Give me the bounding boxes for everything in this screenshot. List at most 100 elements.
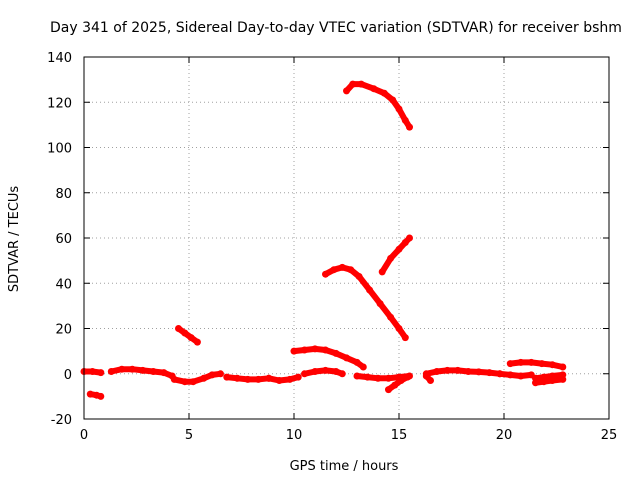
- data-point: [370, 85, 378, 93]
- data-point: [395, 245, 403, 253]
- data-point: [181, 378, 189, 386]
- data-point: [401, 334, 409, 342]
- data-point: [233, 374, 241, 382]
- data-point: [149, 368, 157, 375]
- data-point: [208, 371, 216, 379]
- y-tick-label: 60: [55, 232, 72, 247]
- data-point: [193, 338, 201, 346]
- series-arc-s: [532, 376, 566, 386]
- data-point: [265, 374, 273, 382]
- data-point: [559, 375, 567, 383]
- data-point: [387, 313, 395, 321]
- series-arc-r: [532, 371, 566, 382]
- data-point: [175, 325, 182, 332]
- x-tick-label: 25: [601, 428, 618, 443]
- data-point: [107, 368, 115, 375]
- data-point: [286, 375, 294, 383]
- data-point: [290, 347, 298, 355]
- chart-title: Day 341 of 2025, Sidereal Day-to-day VTE…: [50, 20, 622, 36]
- data-point: [378, 268, 386, 276]
- data-point: [401, 239, 409, 246]
- data-point: [517, 358, 525, 366]
- data-point: [387, 254, 395, 262]
- data-point: [332, 349, 340, 357]
- data-point: [397, 377, 405, 384]
- data-point: [343, 87, 350, 95]
- series-group: [80, 80, 567, 400]
- x-tick-label: 15: [391, 428, 408, 443]
- data-point: [349, 80, 357, 88]
- data-point: [332, 368, 340, 375]
- data-point: [338, 370, 346, 378]
- data-point: [559, 363, 567, 371]
- grid: [84, 57, 609, 419]
- data-point: [244, 375, 252, 383]
- data-point: [433, 368, 441, 375]
- plot-frame: [83, 56, 610, 420]
- data-point: [406, 234, 413, 242]
- data-point: [347, 266, 355, 274]
- data-point: [353, 358, 361, 366]
- data-point: [357, 80, 365, 88]
- data-point: [443, 366, 451, 374]
- y-tick-label: 40: [55, 277, 72, 292]
- data-point: [189, 378, 197, 386]
- x-tick-label: 10: [286, 428, 303, 443]
- data-point: [538, 360, 546, 368]
- axis-ticks: 0 5 10 15 20 25 -20 0 20 40 60 80 100 120 140: [47, 51, 617, 443]
- series-arc-n: [385, 374, 411, 393]
- data-point: [391, 381, 399, 389]
- data-point: [181, 329, 189, 337]
- y-tick-label: 80: [55, 187, 72, 202]
- data-point: [301, 370, 308, 378]
- series-arc-d: [175, 325, 201, 346]
- x-tick-label: 5: [185, 428, 193, 443]
- data-point: [338, 263, 346, 271]
- data-point: [548, 377, 556, 384]
- data-point: [330, 266, 338, 274]
- y-tick-label: 120: [47, 96, 72, 111]
- data-point: [427, 377, 434, 384]
- data-point: [464, 368, 472, 375]
- data-point: [385, 374, 392, 382]
- data-point: [364, 373, 371, 381]
- data-point: [548, 361, 556, 369]
- data-point: [395, 105, 403, 113]
- data-point: [322, 346, 329, 354]
- data-point: [527, 358, 535, 366]
- data-point: [294, 373, 302, 381]
- data-point: [506, 371, 514, 379]
- data-point: [97, 369, 105, 377]
- y-tick-label: 20: [55, 323, 72, 338]
- data-point: [485, 369, 493, 377]
- series-arc-k: [265, 374, 302, 384]
- data-point: [395, 325, 403, 332]
- data-point: [475, 368, 483, 376]
- data-point: [422, 372, 430, 380]
- data-point: [311, 345, 319, 353]
- data-point: [187, 334, 195, 342]
- series-arc-a: [343, 81, 413, 131]
- data-point: [311, 368, 319, 375]
- data-point: [380, 89, 388, 97]
- y-tick-label: -20: [51, 413, 72, 428]
- data-point: [170, 375, 178, 383]
- data-point: [160, 369, 168, 377]
- data-point: [139, 366, 147, 374]
- data-point: [496, 370, 504, 378]
- x-axis-label: GPS time / hours: [290, 459, 399, 474]
- data-point: [406, 123, 413, 131]
- data-point: [97, 392, 105, 400]
- data-point: [301, 346, 308, 354]
- data-point: [353, 372, 361, 380]
- data-point: [355, 273, 363, 280]
- data-point: [403, 373, 411, 381]
- data-point: [376, 300, 384, 308]
- data-point: [506, 360, 514, 368]
- data-point: [217, 370, 224, 378]
- data-point: [223, 373, 231, 381]
- data-point: [532, 379, 539, 387]
- data-point: [322, 270, 329, 278]
- y-tick-label: 100: [47, 142, 72, 157]
